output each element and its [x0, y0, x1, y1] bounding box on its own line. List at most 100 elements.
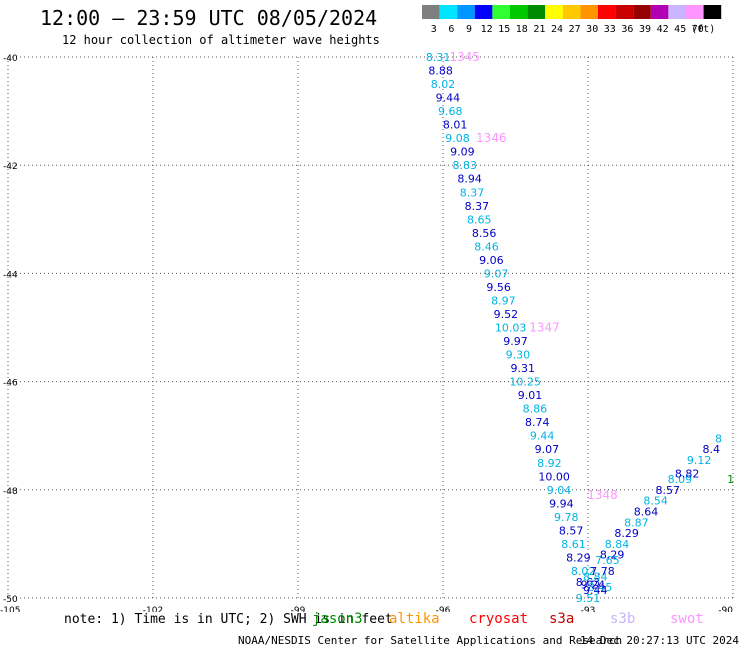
wave-height-label: 9.24: [581, 578, 606, 591]
color-scale-swatch: [598, 5, 616, 19]
wave-height-label: 1: [727, 473, 734, 486]
wave-height-label: 8.37: [465, 200, 490, 213]
color-scale-swatch: [703, 5, 722, 19]
wave-height-label: 8.84: [605, 538, 630, 551]
y-tick-label: -46: [3, 379, 18, 389]
y-tick-label: -40: [3, 54, 18, 64]
wave-height-label: 8.94: [457, 173, 482, 186]
wave-height-label: 9.12: [687, 454, 712, 467]
wave-height-label: 9.31: [511, 362, 536, 375]
color-scale: 3 6 9 12 15 18 21 24 27 30 33 36 39 42 45 70(ft): [422, 5, 722, 35]
wave-height-label: 9.97: [503, 335, 528, 348]
wave-height-label: 9.94: [549, 497, 574, 510]
color-scale-swatch: [527, 5, 546, 19]
color-scale-swatch: [615, 5, 634, 19]
wave-height-label: 8: [715, 432, 722, 445]
wave-height-label: 8.29: [566, 551, 591, 564]
chart-title: 12:00 – 23:59 UTC 08/05/2024: [40, 6, 378, 30]
color-scale-label: 12: [481, 24, 493, 35]
wave-height-label: 8.92: [537, 457, 562, 470]
wave-height-label: 9.52: [494, 308, 519, 321]
wave-height-label: 8.31: [426, 51, 451, 64]
chart-subtitle: 12 hour collection of altimeter wave hei…: [62, 33, 380, 47]
color-scale-swatch: [545, 5, 563, 19]
color-scale-label: 24: [551, 24, 563, 35]
wave-height-label: 9.44: [530, 430, 555, 443]
wave-height-label: 9.01: [518, 389, 543, 402]
pass-number-label: 1348: [587, 488, 618, 502]
wave-height-label: 8.64: [634, 505, 659, 518]
color-scale-swatch: [668, 5, 686, 19]
x-tick-label: -93: [581, 606, 596, 612]
wave-height-label: 8.01: [443, 119, 468, 132]
legend-item-swot: swot: [670, 611, 704, 627]
wave-height-label: 9.56: [486, 281, 511, 294]
units-note: note: 1) Time is in UTC; 2) SWH is in fe…: [64, 612, 393, 627]
wave-height-label: 8.97: [491, 294, 516, 307]
wave-height-label: 8.45: [588, 581, 613, 594]
color-scale-label: 3: [431, 24, 437, 35]
color-scale-swatch: [686, 5, 704, 19]
credit-line: NOAA/NESDIS Center for Satellite Applica…: [238, 634, 623, 647]
color-scale-label: 27: [569, 24, 581, 35]
legend-item-jason3: jason3: [312, 611, 363, 627]
color-scale-swatch: [439, 5, 458, 19]
wave-height-label: 8.29: [600, 549, 625, 562]
color-scale-swatch: [457, 5, 475, 19]
wave-height-label: 8.57: [656, 484, 681, 497]
wave-height-label: 9.08: [445, 132, 470, 145]
color-scale-label: 18: [516, 24, 528, 35]
wave-height-label: 9.04: [547, 484, 572, 497]
pass-number-label: 1346: [476, 131, 507, 145]
color-scale-label: 36: [621, 24, 633, 35]
color-scale-swatch: [492, 5, 510, 19]
y-tick-label: -48: [3, 487, 18, 497]
wave-height-label: 8.61: [561, 538, 586, 551]
wave-height-label: 8.82: [675, 468, 700, 481]
legend-item-s3b: s3b: [610, 611, 636, 627]
color-scale-swatch: [633, 5, 651, 19]
x-tick-label: -99: [291, 606, 306, 612]
color-scale-swatch: [422, 5, 440, 19]
wave-height-label: 9.44: [583, 584, 608, 597]
color-scale-label: 70: [692, 24, 704, 35]
color-scale-label: 9: [466, 24, 472, 35]
color-scale-label: 45: [674, 24, 686, 35]
wave-height-label: 8.37: [460, 186, 485, 199]
wave-height-label: 8.02: [431, 78, 456, 91]
wave-height-label: 10.25: [509, 376, 541, 389]
color-scale-label: 21: [533, 24, 545, 35]
color-scale-unit: (ft): [691, 24, 715, 35]
wave-height-label: 9.30: [506, 349, 531, 362]
generated-timestamp: 14 Dec 20:27:13 UTC 2024: [580, 634, 739, 647]
wave-height-label: 8.83: [453, 159, 478, 172]
wave-height-plot: -40 -42 -44 -46 -48 -50-105 -102 -99 -96 -93 -90 8.…: [0, 50, 734, 612]
wave-height-label: 9.09: [450, 146, 475, 159]
legend-item-cryosat: cryosat: [469, 611, 529, 627]
color-scale-label: 30: [586, 24, 598, 35]
wave-height-label: 8.63: [576, 576, 601, 589]
wave-height-label: 8.86: [523, 403, 548, 416]
pass-number-label: 1345: [449, 50, 480, 64]
color-scale-label: 39: [639, 24, 651, 35]
wave-height-label: 8.02: [571, 565, 596, 578]
x-tick-label: -96: [436, 606, 451, 612]
wave-height-label: 8.87: [624, 516, 649, 529]
wave-height-label: 8.56: [472, 227, 497, 240]
color-scale-label: 33: [604, 24, 616, 35]
wave-height-label: 9.07: [535, 443, 560, 456]
color-scale-swatch: [650, 5, 669, 19]
y-tick-label: -44: [3, 270, 18, 280]
color-scale-swatch: [474, 5, 493, 19]
wave-height-label: 9.06: [479, 254, 504, 267]
wave-height-label: 8.57: [559, 524, 584, 537]
color-scale-swatch: [580, 5, 598, 19]
wave-height-label: 9.44: [436, 92, 461, 105]
wave-height-label: 8.29: [614, 527, 639, 540]
wave-height-label: 9.78: [554, 511, 579, 524]
color-scale-label: 42: [657, 24, 669, 35]
wave-height-label: 8.09: [668, 473, 693, 486]
wave-height-label: 8.65: [467, 213, 492, 226]
legend-item-s3a: s3a: [549, 611, 575, 627]
x-tick-label: -90: [718, 606, 733, 612]
